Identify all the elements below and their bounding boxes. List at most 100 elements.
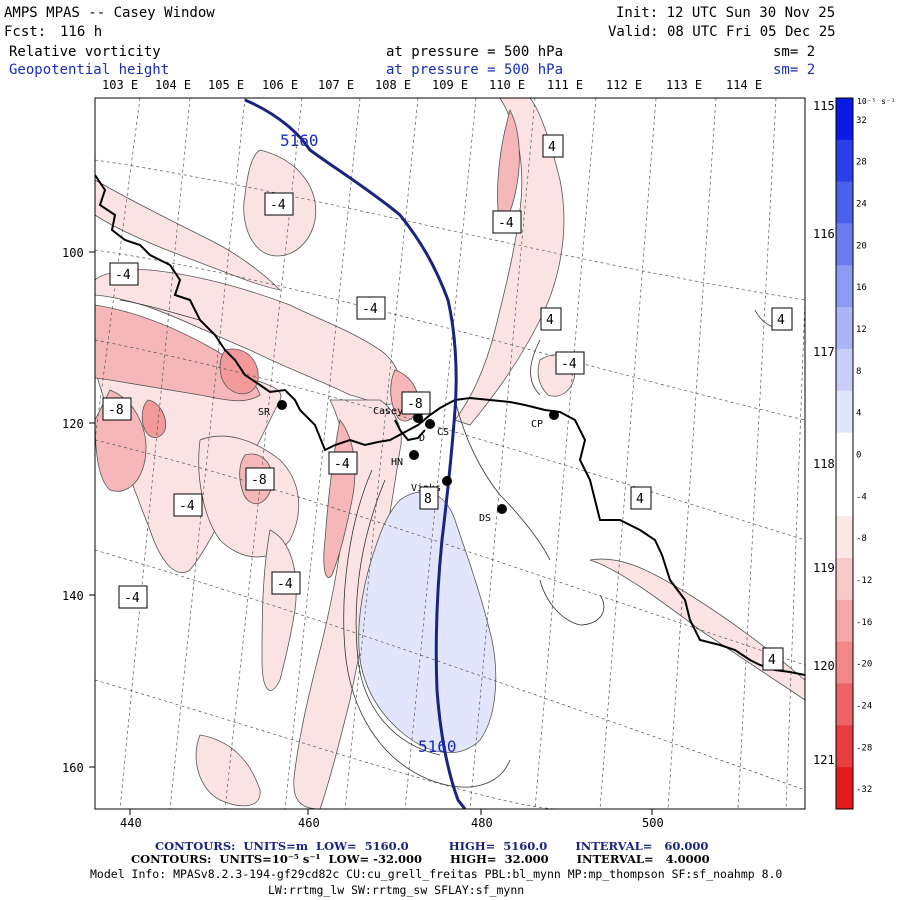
- colorbar-swatch: [836, 767, 853, 810]
- colorbar-swatch: [836, 599, 853, 643]
- station-dot-cp: [549, 410, 559, 420]
- colorbar-swatch: [836, 181, 853, 224]
- colorbar-swatch: [836, 516, 853, 559]
- vort-label: 4: [768, 653, 776, 668]
- colorbar-swatch: [836, 98, 853, 141]
- colorbar-swatch: [836, 558, 853, 601]
- colorbar-swatch: [836, 683, 853, 726]
- colorbar-swatch: [836, 139, 853, 183]
- top-lon-label-113: 113 E: [666, 78, 702, 92]
- station-dot-ds: [497, 504, 507, 514]
- init-time: Init: 12 UTC Sun 30 Nov 25: [616, 5, 836, 21]
- y-tick-120: 120: [62, 417, 84, 431]
- forecast-hour: 116 h: [60, 24, 103, 40]
- station-label-cs: CS: [437, 427, 449, 438]
- x-tick-500: 500: [642, 816, 664, 830]
- vort-label: -4: [270, 198, 286, 213]
- field-1-name: Relative vorticity: [9, 44, 161, 60]
- vort-label: 4: [636, 492, 644, 507]
- vort-label: -4: [179, 499, 195, 514]
- field-2-name: Geopotential height: [9, 62, 170, 78]
- colorbar-tick-label: 12: [856, 325, 867, 335]
- vort-label: -8: [108, 403, 124, 418]
- station-dot-sr: [277, 400, 287, 410]
- colorbar-swatch: [836, 725, 853, 768]
- colorbar-tick-label: -4: [856, 492, 867, 502]
- x-tick-460: 460: [298, 816, 320, 830]
- colorbar-swatch: [836, 265, 853, 308]
- colorbar-swatch: [836, 641, 853, 685]
- vort-label: -8: [251, 473, 267, 488]
- colorbar-tick-label: 16: [856, 283, 867, 293]
- forecast-label: Fcst:: [4, 24, 47, 40]
- vorticity-labels: -4 -4 -4 -4 4 4 -4 -4 -8 -8 -8 -4 8 4 -4…: [102, 134, 793, 671]
- vort-label: -4: [334, 457, 350, 472]
- station-label-sr: SR: [258, 407, 271, 418]
- colorbar: 32 28 24 20 16 12 8 4 0 -4 -8 -12 -16 -20 -24 -28 -32: [835, 97, 872, 810]
- colorbar-units: 10⁻⁵ s⁻¹: [857, 97, 896, 106]
- colorbar-frame: [835, 97, 854, 810]
- colorbar-tick-label: 4: [856, 409, 861, 419]
- vort-label: -4: [124, 591, 140, 606]
- vort-label: -8: [407, 397, 423, 412]
- top-lon-label-107: 107 E: [318, 78, 354, 92]
- vort-label: -4: [498, 216, 514, 231]
- top-lon-label-114: 114 E: [726, 78, 762, 92]
- top-lon-label-104: 104 E: [155, 78, 191, 92]
- station-markers: [277, 400, 559, 514]
- vorticity-negative-fill-stronger: [141, 348, 259, 438]
- field-2-level: at pressure = 500 hPa: [386, 62, 564, 78]
- colorbar-tick-label: 8: [856, 367, 861, 377]
- colorbar-tick-label: -28: [856, 743, 872, 753]
- colorbar-tick-label: -12: [856, 576, 872, 586]
- colorbar-swatch: [836, 474, 853, 517]
- height-label-bottom: 5160: [418, 737, 457, 756]
- vorticity-negative-fill: [95, 98, 805, 809]
- vorticity-positive-fill: [358, 491, 497, 754]
- colorbar-tick-label: -16: [856, 618, 872, 628]
- plot-frame: [94, 97, 806, 810]
- vort-label: -4: [561, 357, 577, 372]
- graticule: [95, 98, 805, 809]
- vort-label: 4: [548, 140, 556, 155]
- x-tick-480: 480: [471, 816, 493, 830]
- x-tick-440: 440: [120, 816, 142, 830]
- colorbar-tick-label: -24: [856, 701, 872, 711]
- top-lon-label-106: 106 E: [262, 78, 298, 92]
- colorbar-swatch: [836, 432, 853, 475]
- colorbar-swatch: [836, 307, 853, 350]
- vort-label: -4: [115, 268, 131, 283]
- footer-physics-info: LW:rrtmg_lw SW:rrtmg_sw SFLAY:sf_mynn: [268, 883, 525, 897]
- top-lon-label-111: 111 E: [547, 78, 583, 92]
- y-tick-160: 160: [62, 761, 84, 775]
- field-1-smooth: sm= 2: [773, 44, 816, 60]
- vort-label: 8: [424, 492, 432, 507]
- top-lon-label-105: 105 E: [208, 78, 244, 92]
- station-dot-cs: [425, 419, 435, 429]
- colorbar-tick-label: 24: [856, 200, 867, 210]
- field-2-smooth: sm= 2: [773, 62, 816, 78]
- station-label-d: D: [419, 433, 425, 444]
- footer-vort-contours: CONTOURS: UNITS=10⁻⁵ s⁻¹ LOW= -32.000 HI…: [131, 852, 710, 866]
- field-1-level: at pressure = 500 hPa: [386, 44, 564, 60]
- top-lon-label-103: 103 E: [102, 78, 138, 92]
- station-label-ds: DS: [479, 513, 491, 524]
- station-dot-vinks: [442, 476, 452, 486]
- colorbar-tick-label: -32: [856, 785, 872, 795]
- footer-model-info: Model Info: MPASv8.2.3-194-gf29cd82c CU:…: [90, 867, 783, 881]
- model-title: AMPS MPAS -- Casey Window: [4, 5, 215, 21]
- vort-label: 4: [777, 313, 785, 328]
- station-label-cp: CP: [531, 419, 543, 430]
- station-label-hn: HN: [391, 457, 403, 468]
- y-tick-100: 100: [62, 246, 84, 260]
- valid-time: Valid: 08 UTC Fri 05 Dec 25: [608, 24, 836, 40]
- top-lon-label-109: 109 E: [432, 78, 468, 92]
- top-lon-label-108: 108 E: [375, 78, 411, 92]
- colorbar-swatch: [836, 390, 853, 434]
- map-plot-area: SR Casey CS D HN Vinks DS CP -4 -4 -4 -4…: [95, 98, 805, 809]
- vort-label: -4: [277, 577, 293, 592]
- footer-height-contours: CONTOURS: UNITS=m LOW= 5160.0 HIGH= 5160…: [155, 839, 709, 853]
- colorbar-tick-label: 28: [856, 158, 867, 168]
- station-dot-hn: [409, 450, 419, 460]
- colorbar-tick-label: 20: [856, 241, 867, 251]
